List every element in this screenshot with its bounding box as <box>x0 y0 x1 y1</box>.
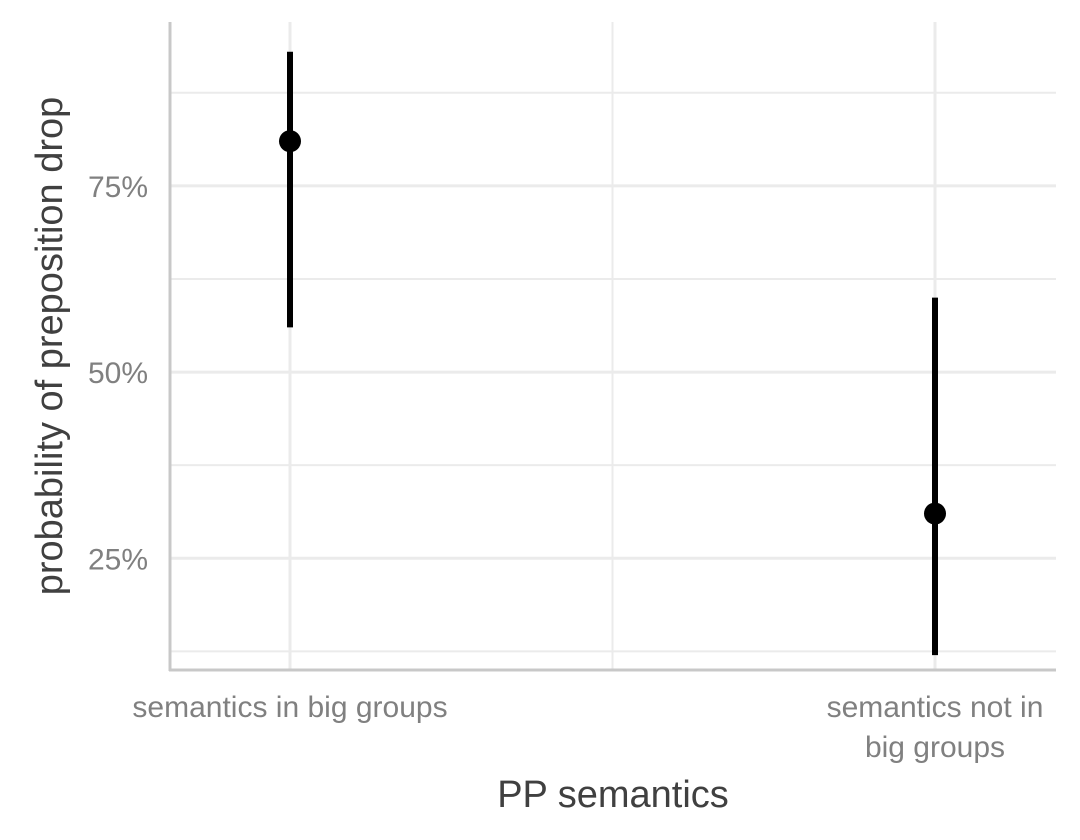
axes <box>168 22 1056 672</box>
x-tick-label: semantics not in big groups <box>827 691 1044 764</box>
x-tick-labels: semantics in big groups semantics not in b… <box>132 691 1043 764</box>
y-tick-label: 50% <box>88 357 148 390</box>
y-tick-label: 75% <box>88 171 148 204</box>
estimate-point <box>924 502 946 525</box>
estimate-point <box>279 130 301 153</box>
y-tick-labels: 25% 50% 75% <box>88 171 148 576</box>
y-tick-label: 25% <box>88 543 148 576</box>
y-axis-title: probability of preposition drop <box>29 97 71 596</box>
x-axis-title: PP semantics <box>497 774 729 816</box>
marks <box>279 51 946 656</box>
x-tick-label: semantics in big groups <box>132 691 447 724</box>
grid <box>170 22 1056 670</box>
